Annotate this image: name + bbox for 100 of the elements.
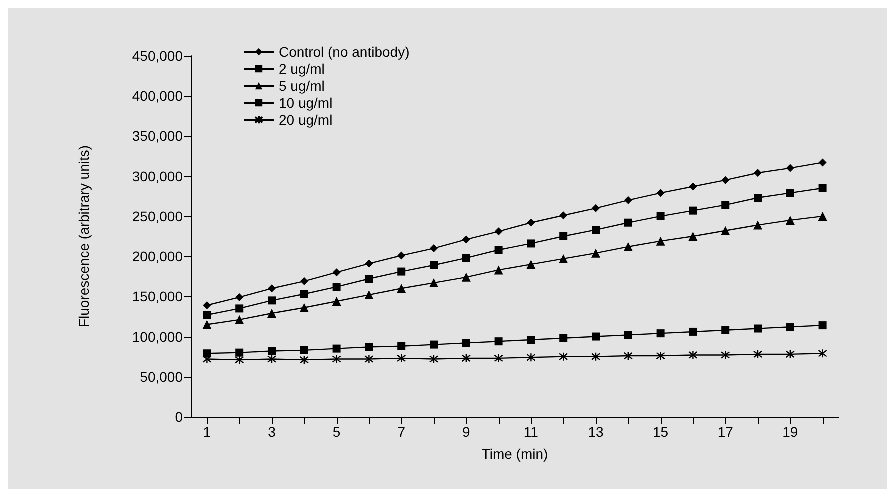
point — [592, 248, 600, 258]
x-tick-label: 5 — [332, 424, 341, 440]
point — [786, 189, 794, 198]
x-tick-label: 1 — [203, 424, 212, 440]
x-tick-label: 11 — [524, 424, 539, 440]
point — [462, 254, 470, 262]
y-tick-label: 200,000 — [132, 248, 184, 265]
point — [462, 354, 471, 364]
point — [527, 240, 536, 248]
point — [332, 354, 342, 364]
y-tick-label: 150,000 — [132, 288, 184, 305]
point — [365, 260, 374, 268]
point — [689, 206, 698, 215]
y-tick-label: 350,000 — [132, 128, 184, 144]
point — [494, 354, 504, 364]
point — [624, 351, 633, 361]
x-tick-label: 9 — [462, 424, 470, 440]
point — [364, 354, 374, 364]
point — [235, 355, 244, 365]
point — [203, 301, 212, 310]
point — [592, 226, 600, 234]
point — [300, 355, 309, 365]
x-tick-label: 13 — [588, 424, 604, 440]
point — [721, 350, 730, 360]
point — [592, 204, 600, 212]
point — [559, 254, 568, 264]
point — [786, 216, 795, 225]
point — [235, 315, 244, 324]
point — [494, 266, 504, 275]
y-tick-label: 250,000 — [132, 208, 184, 224]
point — [398, 252, 406, 260]
y-axis-title: Fluorescence (arbitrary units) — [76, 145, 92, 328]
point — [365, 275, 374, 284]
point — [722, 326, 730, 334]
point — [688, 232, 698, 241]
point — [818, 212, 828, 221]
point — [754, 324, 762, 333]
point — [268, 284, 276, 293]
point — [560, 212, 568, 220]
y-tick-label: 450,000 — [132, 48, 184, 64]
legend-label: Control (no antibody) — [279, 44, 410, 60]
point — [268, 309, 276, 318]
point — [818, 184, 827, 192]
point — [397, 354, 406, 364]
point — [364, 290, 374, 300]
point — [624, 242, 633, 252]
point — [398, 342, 406, 350]
point — [267, 354, 277, 364]
point — [656, 330, 665, 338]
point — [430, 340, 438, 349]
point — [754, 194, 762, 202]
point — [430, 244, 438, 253]
legend-label: 20 ug/ml — [279, 112, 333, 128]
y-tick-label: 300,000 — [132, 168, 184, 184]
point — [689, 182, 698, 191]
y-tick-label: 0 — [175, 409, 184, 425]
point — [526, 353, 536, 362]
legend-label: 10 ug/ml — [279, 95, 333, 111]
point — [656, 351, 666, 361]
point — [397, 284, 406, 294]
point — [624, 196, 632, 204]
point — [429, 354, 439, 364]
point — [656, 189, 665, 198]
point — [689, 328, 698, 336]
point — [268, 347, 276, 356]
point — [462, 236, 470, 244]
point — [592, 332, 600, 341]
point — [203, 311, 212, 320]
point — [559, 352, 568, 362]
x-tick-label: 17 — [718, 424, 734, 440]
point — [754, 169, 762, 178]
y-tick-label: 100,000 — [132, 328, 184, 345]
point — [268, 296, 276, 305]
point — [494, 338, 503, 346]
point — [236, 348, 244, 357]
point — [753, 350, 763, 360]
point — [300, 290, 308, 298]
y-tick-label: 400,000 — [132, 88, 184, 104]
point — [236, 304, 244, 313]
point — [398, 268, 406, 276]
point — [527, 336, 536, 344]
point — [494, 228, 503, 236]
point — [786, 350, 795, 360]
x-axis-title: Time (min) — [482, 446, 548, 462]
x-tick-label: 7 — [398, 424, 406, 440]
point — [332, 268, 341, 277]
point — [721, 226, 730, 236]
point — [624, 218, 632, 227]
point — [722, 201, 730, 210]
point — [300, 303, 309, 312]
point — [462, 339, 470, 348]
point — [591, 352, 601, 362]
point — [656, 236, 666, 246]
point — [560, 334, 568, 342]
point — [365, 343, 374, 352]
point — [236, 293, 244, 302]
point — [462, 272, 471, 282]
point — [202, 320, 212, 330]
point — [786, 323, 794, 332]
point — [818, 158, 827, 167]
